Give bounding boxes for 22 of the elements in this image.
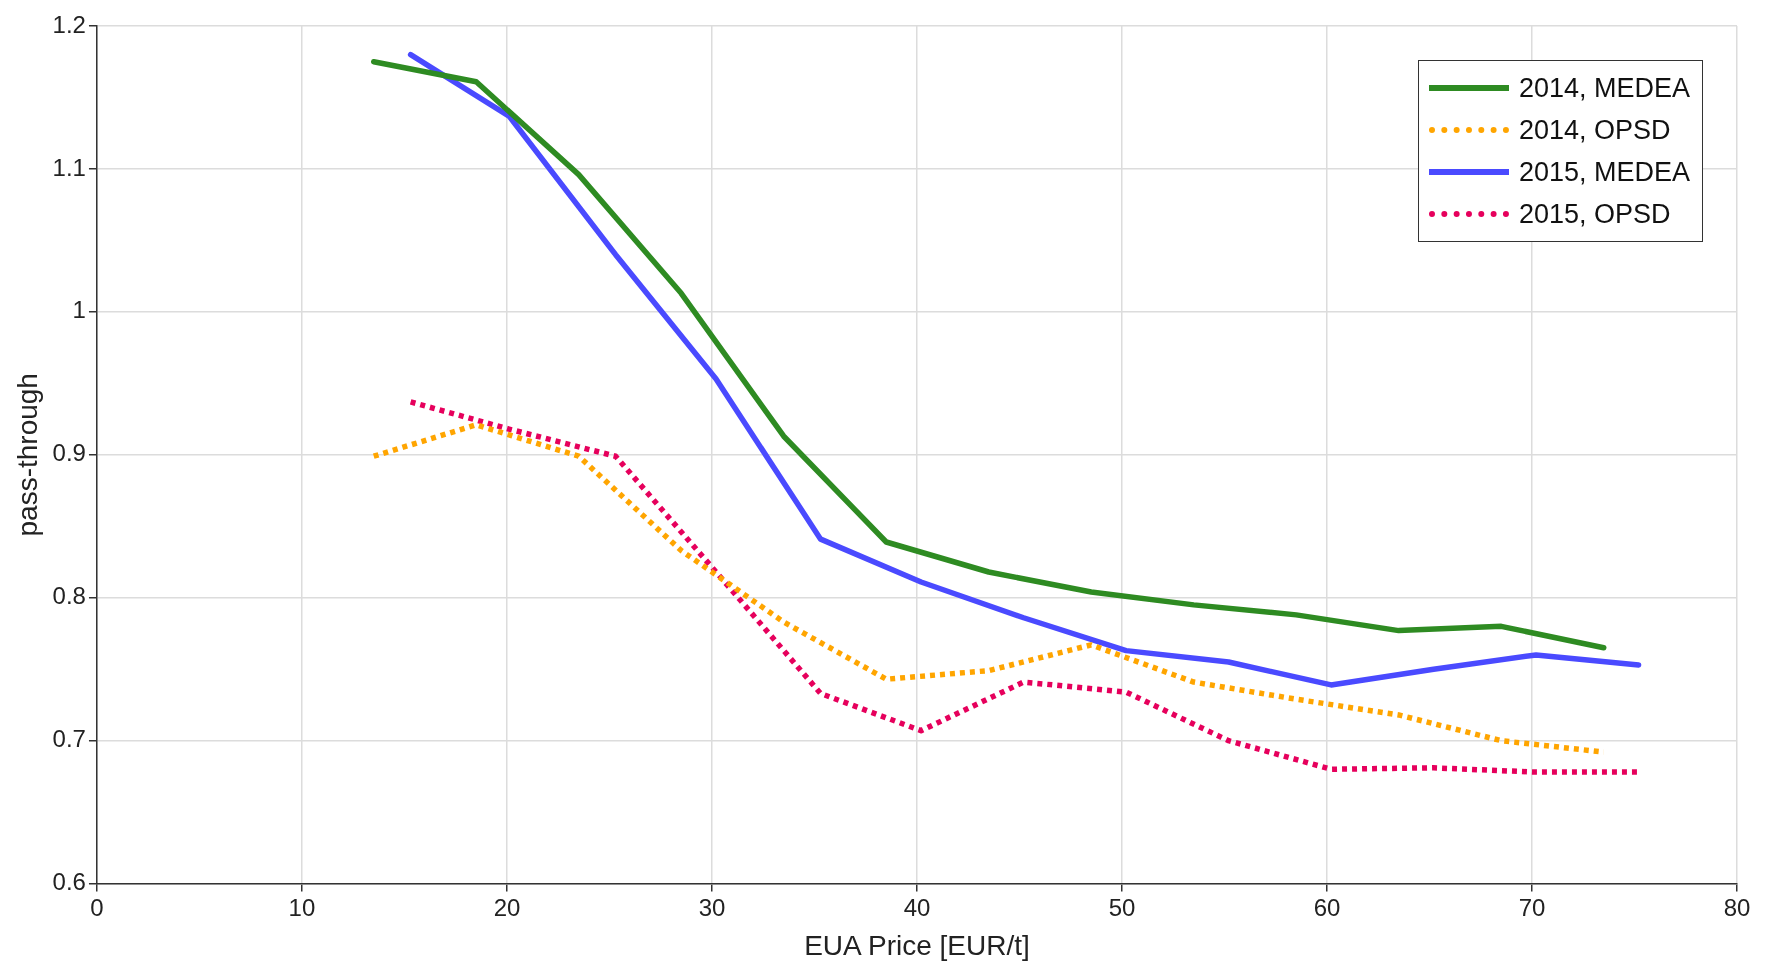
x-tick-label: 70 bbox=[1518, 893, 1546, 921]
y-tick-label: 0.7 bbox=[52, 725, 86, 753]
x-axis-title: EUA Price [EUR/t] bbox=[804, 929, 1030, 961]
legend-label: 2015, OPSD bbox=[1518, 198, 1671, 230]
y-tick-label: 1.2 bbox=[52, 10, 86, 38]
x-tick-label: 30 bbox=[698, 893, 726, 921]
y-tick-label: 1.1 bbox=[52, 153, 86, 181]
x-tick-label: 40 bbox=[903, 893, 931, 921]
x-tick-label: 20 bbox=[493, 893, 521, 921]
legend-label: 2015, MEDEA bbox=[1518, 156, 1690, 188]
y-axis-title: pass-through bbox=[11, 373, 43, 537]
x-tick-label: 60 bbox=[1313, 893, 1341, 921]
y-tick-label: 1 bbox=[72, 296, 86, 324]
legend-label: 2014, OPSD bbox=[1518, 114, 1671, 146]
x-tick-label: 10 bbox=[288, 893, 316, 921]
x-tick-label: 50 bbox=[1108, 893, 1136, 921]
y-tick-label: 0.8 bbox=[52, 582, 86, 610]
legend-label: 2014, MEDEA bbox=[1518, 72, 1690, 104]
y-tick-label: 0.9 bbox=[52, 439, 86, 467]
x-tick-label: 0 bbox=[90, 893, 104, 921]
y-tick-label: 0.6 bbox=[52, 868, 86, 896]
x-tick-label: 80 bbox=[1723, 893, 1751, 921]
